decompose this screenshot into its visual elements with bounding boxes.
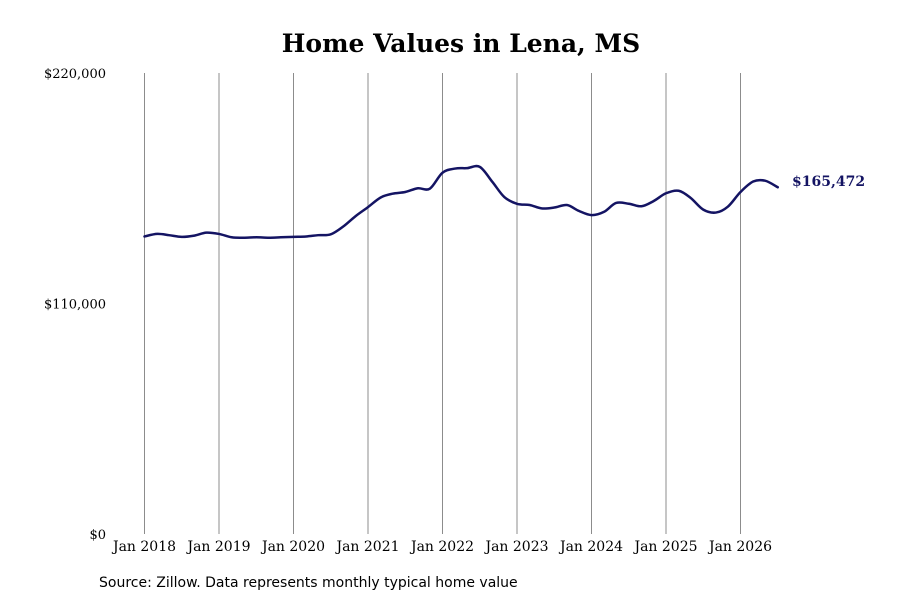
y-tick-label: $110,000 — [44, 298, 106, 313]
x-tick-label: Jan 2023 — [483, 539, 548, 555]
series-line-group: $165,472 — [143, 164, 865, 239]
x-tick-label: Jan 2019 — [185, 539, 250, 555]
y-tick-label: $220,000 — [44, 67, 106, 82]
x-axis: Jan 2018 Jan 2019 Jan 2020 Jan 2021 Jan 2022… — [111, 539, 772, 555]
x-tick-label: Jan 2024 — [558, 539, 623, 555]
x-tick-label: Jan 2022 — [409, 539, 474, 555]
end-value-label: $165,472 — [792, 174, 865, 190]
x-tick-label: Jan 2021 — [334, 539, 399, 555]
x-tick-label: Jan 2025 — [632, 539, 697, 555]
series-line — [143, 164, 779, 239]
source-note: Source: Zillow. Data represents monthly … — [99, 575, 518, 591]
x-tick-label: Jan 2020 — [260, 539, 325, 555]
y-axis: $0 $110,000 $220,000 — [44, 67, 106, 543]
gridlines — [144, 73, 741, 534]
x-tick-label: Jan 2026 — [707, 539, 772, 555]
x-tick-label: Jan 2018 — [111, 539, 176, 555]
chart-title: Home Values in Lena, MS — [282, 29, 640, 58]
y-tick-label: $0 — [89, 528, 106, 543]
